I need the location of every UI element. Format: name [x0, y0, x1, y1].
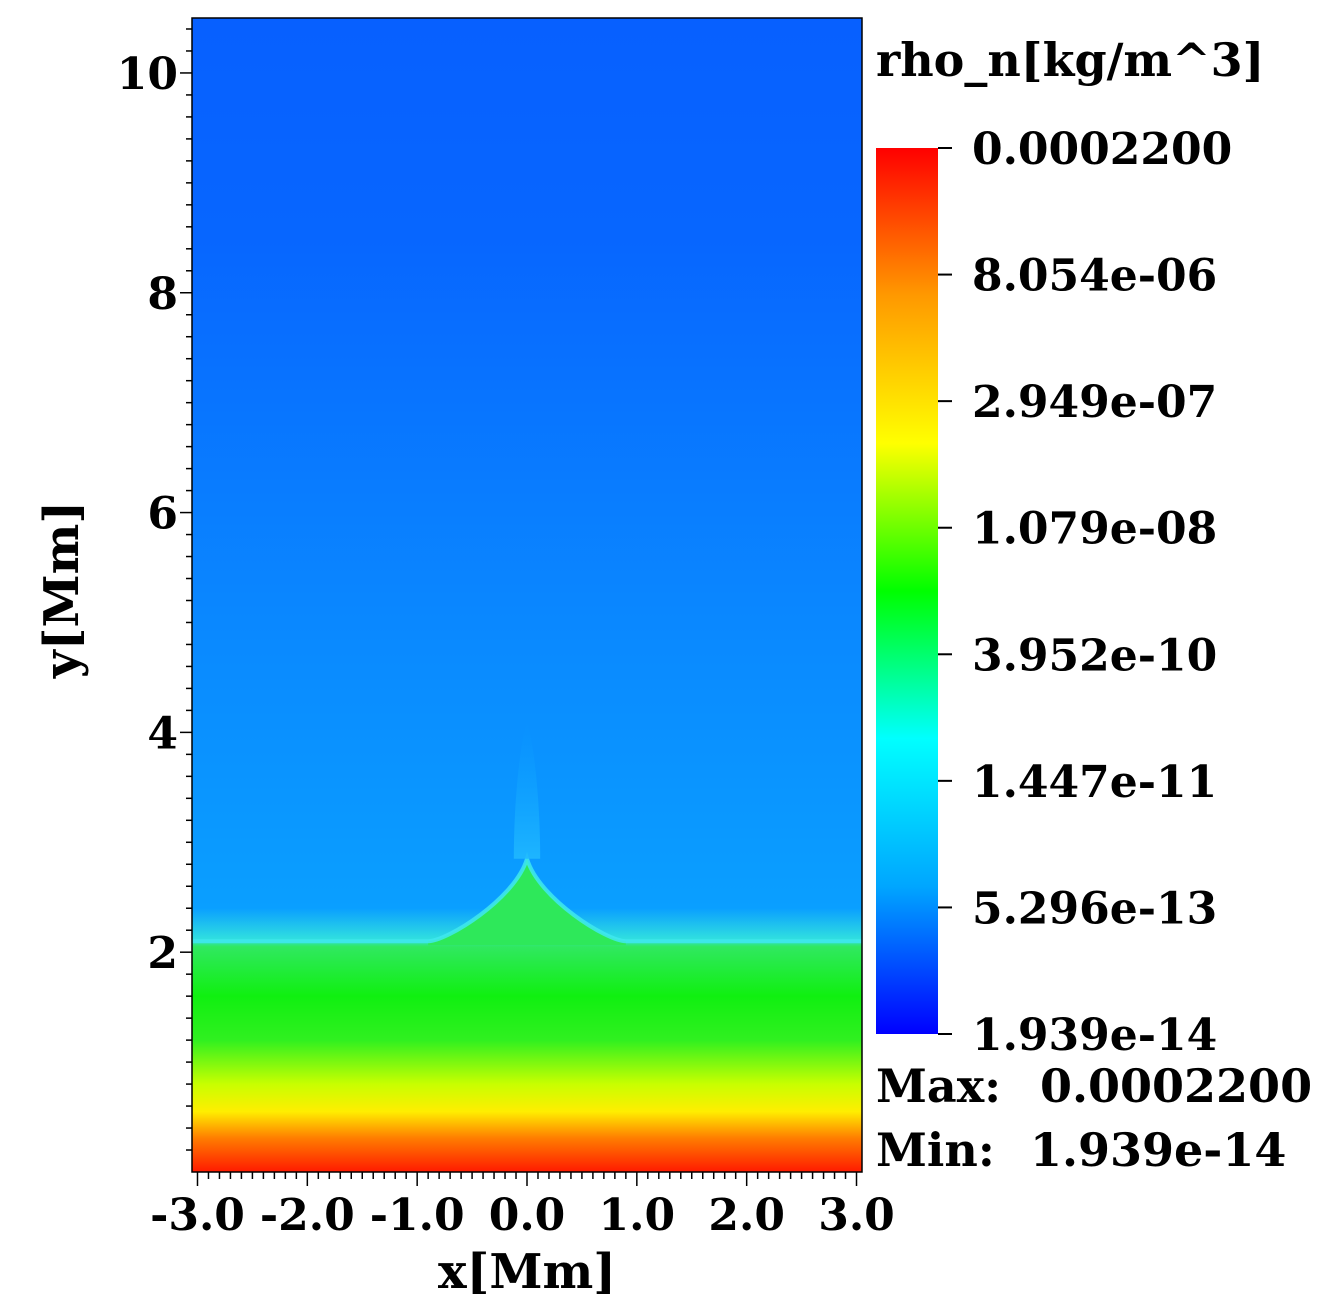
- y-tick-label: 4: [147, 708, 178, 759]
- colorbar-title: rho_n[kg/m^3]: [876, 33, 1264, 87]
- colorbar-tick-label: 5.296e-13: [972, 883, 1217, 934]
- colorbar-tick-label: 1.079e-08: [972, 504, 1217, 555]
- x-tick-label: 3.0: [818, 1190, 895, 1241]
- x-tick-label: 0.0: [489, 1190, 566, 1241]
- colorbar-scale: [876, 148, 938, 1034]
- x-tick-label: -3.0: [150, 1190, 245, 1241]
- min-max-stats: Max: 0.0002200 Min: 1.939e-14: [876, 1059, 1312, 1177]
- y-tick-label: 2: [147, 928, 178, 979]
- field-features: [192, 721, 862, 946]
- x-tick-label: -2.0: [260, 1190, 355, 1241]
- colorbar-tick-label: 3.952e-10: [972, 630, 1217, 681]
- colorbar-tick-label: 2.949e-07: [972, 377, 1217, 428]
- x-axis-title: x[Mm]: [438, 1244, 616, 1300]
- colorbar-tick-label: 0.0002200: [972, 124, 1232, 175]
- x-tick-label: 2.0: [708, 1190, 785, 1241]
- y-tick-label: 6: [147, 489, 178, 540]
- min-value: 1.939e-14: [1030, 1123, 1286, 1177]
- x-axis: -3.0 -2.0 -1.0 0.0 1.0 2.0 3.0: [150, 1172, 895, 1241]
- x-tick-label: -1.0: [370, 1190, 465, 1241]
- colorbar-ticks: 1.939e-14 5.296e-13 1.447e-11 3.952e-10 1.07…: [938, 124, 1232, 1061]
- jet-column: [513, 721, 541, 859]
- density-field: [192, 18, 862, 1172]
- y-axis-title: y[Mm]: [34, 501, 90, 679]
- colorbar-tick-label: 1.939e-14: [972, 1010, 1217, 1061]
- colorbar-tick-label: 1.447e-11: [972, 757, 1217, 808]
- y-tick-label: 8: [147, 269, 178, 320]
- transition-region-bump: [428, 858, 626, 946]
- y-axis: 2 4 6 8 10: [117, 28, 192, 1151]
- max-label: Max:: [876, 1059, 1001, 1113]
- colorbar: rho_n[kg/m^3] 1.939e-14 5.296e-13 1.447e-1…: [876, 33, 1264, 1061]
- max-value: 0.0002200: [1040, 1059, 1312, 1113]
- plot-area: [191, 17, 863, 1173]
- min-label: Min:: [876, 1123, 995, 1177]
- colorbar-tick-label: 8.054e-06: [972, 251, 1217, 302]
- x-tick-label: 1.0: [599, 1190, 676, 1241]
- y-tick-label: 10: [117, 49, 178, 100]
